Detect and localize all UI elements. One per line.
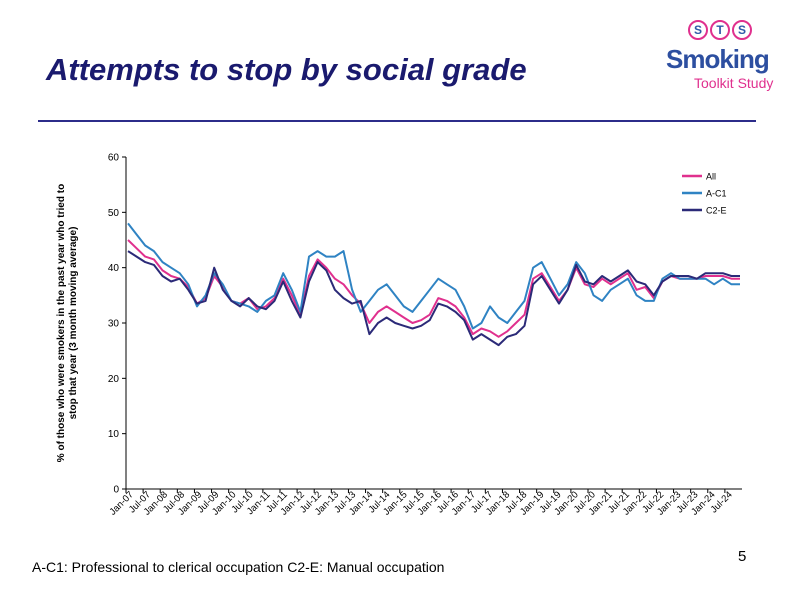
y-tick-label: 30 xyxy=(108,319,120,330)
series-c2e-line xyxy=(127,250,740,347)
y-tick-label: 40 xyxy=(108,263,120,274)
y-tick-label: 50 xyxy=(108,208,120,219)
y-tick-label: 20 xyxy=(108,374,120,385)
sts-logo: S T S Smoking Toolkit Study xyxy=(664,20,780,96)
y-axis-title-line: stop that year (3 month moving average) xyxy=(68,227,79,420)
footnote: A-C1: Professional to clerical occupatio… xyxy=(32,559,445,575)
logo-letter-circles: S T S xyxy=(688,20,752,40)
logo-letter: T xyxy=(710,20,730,40)
title-divider xyxy=(38,120,756,122)
logo-wordmark: Smoking xyxy=(666,44,770,74)
y-tick-label: 60 xyxy=(108,153,120,164)
page-title: Attempts to stop by social grade xyxy=(46,52,527,87)
logo-letter: S xyxy=(732,20,752,40)
page-number: 5 xyxy=(738,548,747,565)
y-tick-label: 0 xyxy=(113,485,119,496)
legend-label: A-C1 xyxy=(706,189,727,199)
logo-letter: S xyxy=(688,20,708,40)
legend-label: C2-E xyxy=(706,206,727,216)
y-axis-title-line: % of those who were smokers in the past … xyxy=(56,184,67,462)
line-chart: 0102030405060Jan-07Jul-07Jan-08Jul-08Jan… xyxy=(56,153,742,518)
logo-subtitle: Toolkit Study xyxy=(694,75,774,91)
legend-label: All xyxy=(706,172,716,182)
y-tick-label: 10 xyxy=(108,429,120,440)
